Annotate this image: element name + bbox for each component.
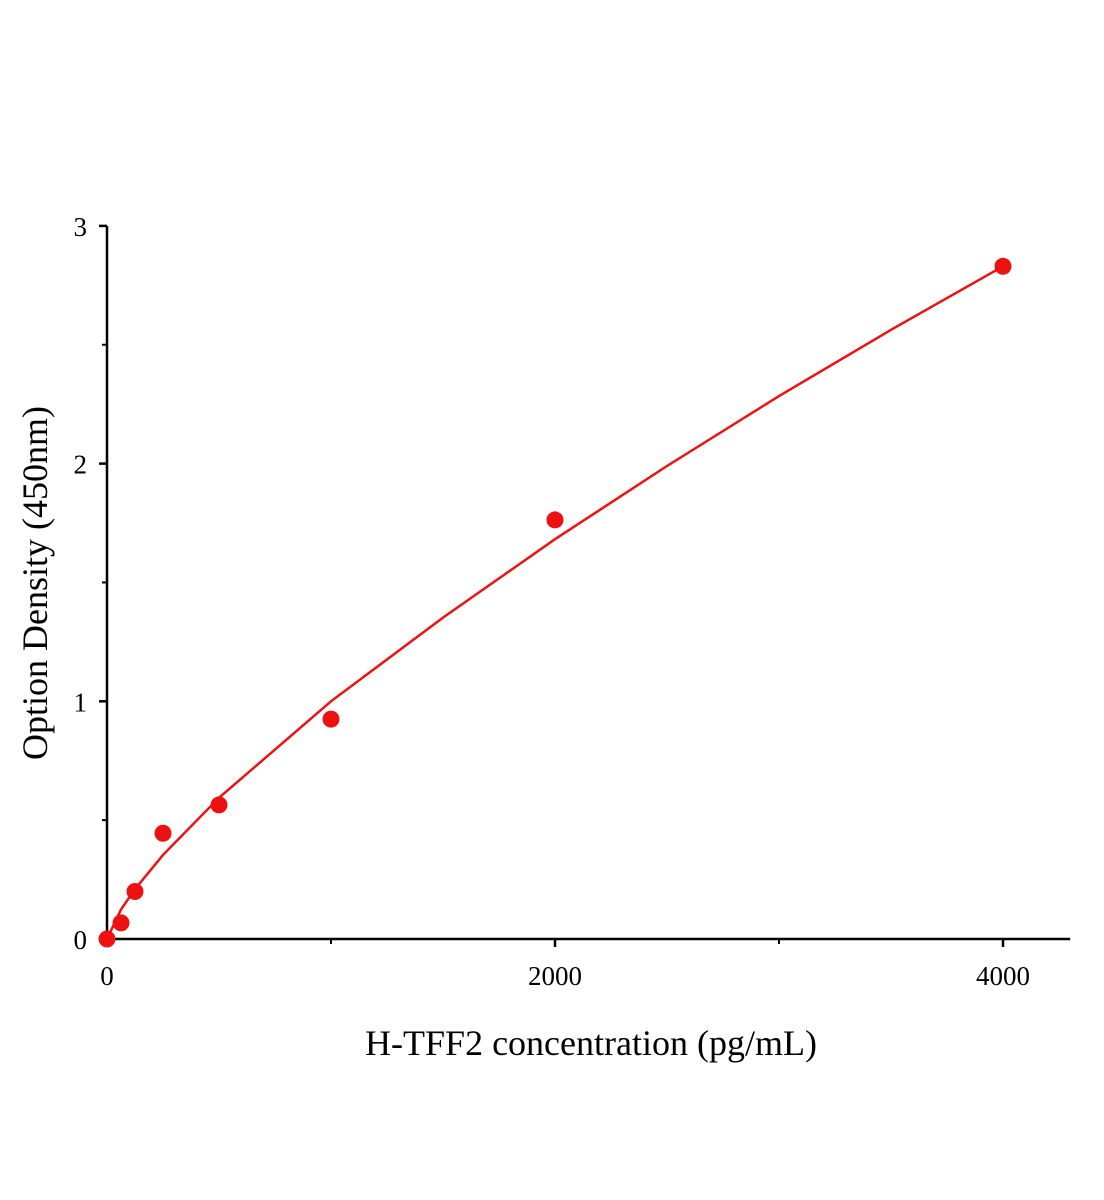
data-point <box>112 914 130 932</box>
x-axis-label: H-TFF2 concentration (pg/mL) <box>365 1023 817 1063</box>
data-point <box>126 882 144 900</box>
data-point <box>98 930 116 948</box>
y-tick-label: 1 <box>74 687 88 717</box>
x-tick-label: 4000 <box>976 961 1030 991</box>
data-point <box>994 257 1012 275</box>
axes: 0 2000 4000 0 1 2 3 <box>74 212 1071 991</box>
y-tick-label: 3 <box>74 212 88 242</box>
data-point <box>546 511 564 529</box>
data-points <box>98 257 1012 948</box>
x-tick-label: 0 <box>100 961 114 991</box>
y-tick-label: 2 <box>74 450 88 480</box>
y-axis-label: Option Density (450nm) <box>15 406 55 760</box>
data-point <box>154 824 172 842</box>
y-tick-label: 0 <box>74 925 88 955</box>
x-tick-label: 2000 <box>528 961 582 991</box>
data-point <box>210 796 228 814</box>
fit-curve <box>105 265 1004 940</box>
data-point <box>322 710 340 728</box>
